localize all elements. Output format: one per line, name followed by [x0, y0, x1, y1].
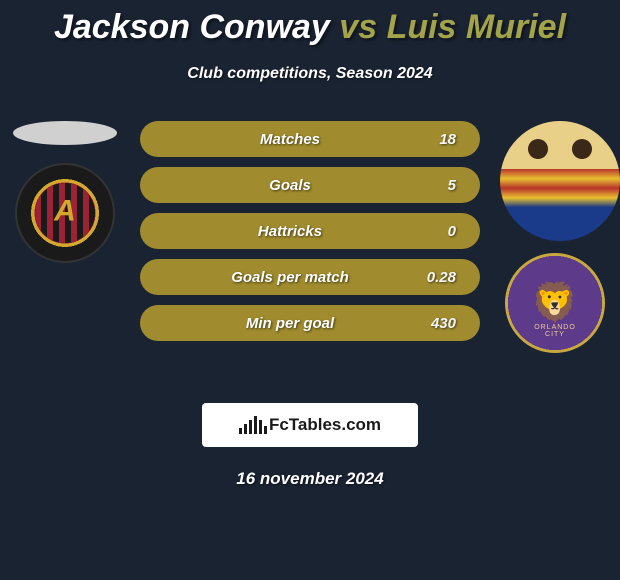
branding-text: FcTables.com: [269, 415, 381, 435]
player2-name: Luis Muriel: [387, 8, 566, 46]
date-text: 16 november 2024: [0, 469, 620, 489]
content-area: A 🦁 ORLANDOCITY Matches 18 Goals 5 Hattr…: [0, 121, 620, 381]
stat-label: Matches: [164, 131, 416, 148]
stat-label: Goals: [164, 177, 416, 194]
left-player-column: A: [10, 121, 120, 263]
orlando-text: ORLANDOCITY: [506, 324, 604, 338]
player2-club-badge: 🦁 ORLANDOCITY: [505, 253, 605, 353]
stat-value: 0: [416, 223, 456, 240]
branding-bars-icon: [239, 416, 267, 434]
stat-label: Min per goal: [164, 315, 416, 332]
stat-label: Hattricks: [164, 223, 416, 240]
stat-row-matches: Matches 18: [140, 121, 480, 157]
player1-avatar-placeholder: [13, 121, 117, 145]
subtitle: Club competitions, Season 2024: [0, 65, 620, 83]
stats-bars: Matches 18 Goals 5 Hattricks 0 Goals per…: [140, 121, 480, 351]
stat-row-min-per-goal: Min per goal 430: [140, 305, 480, 341]
vs-separator: vs: [339, 8, 377, 46]
stat-row-hattricks: Hattricks 0: [140, 213, 480, 249]
right-player-column: 🦁 ORLANDOCITY: [500, 121, 610, 353]
comparison-title: Jackson Conway vs Luis Muriel: [0, 0, 620, 47]
orlando-lion-icon: 🦁: [531, 284, 578, 322]
stat-value: 18: [416, 131, 456, 148]
stat-row-goals: Goals 5: [140, 167, 480, 203]
atlanta-letter: A: [54, 194, 76, 228]
stat-row-goals-per-match: Goals per match 0.28: [140, 259, 480, 295]
branding-badge: FcTables.com: [202, 403, 418, 447]
atlanta-badge-inner: A: [35, 183, 95, 243]
player2-avatar: [500, 121, 620, 241]
player1-club-badge: A: [15, 163, 115, 263]
stat-value: 0.28: [416, 269, 456, 286]
stat-value: 5: [416, 177, 456, 194]
stat-label: Goals per match: [164, 269, 416, 286]
player1-name: Jackson Conway: [54, 8, 330, 46]
stat-value: 430: [416, 315, 456, 332]
